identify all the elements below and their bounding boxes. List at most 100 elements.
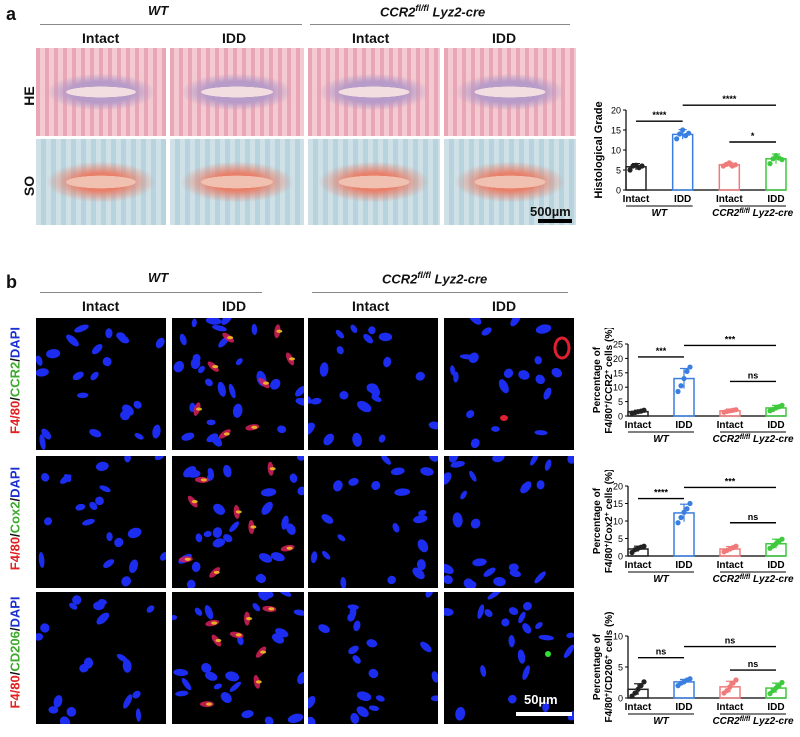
panel-b-scale-bar: [516, 712, 572, 716]
y-tick-label: 15: [613, 499, 623, 509]
y-tick-label: 15: [611, 126, 621, 136]
group-label-ccr2: CCR2fl/fl Lyz2-cre: [712, 434, 794, 446]
panel-a-group-wt: WT: [148, 3, 169, 18]
data-point: [724, 687, 730, 694]
group-label-ccr2: CCR2fl/fl Lyz2-cre: [712, 716, 794, 728]
panel-a-wt-divider: [40, 24, 302, 25]
significance-label-0: ns: [656, 647, 667, 657]
panel-b-ccr2-divider: [312, 292, 568, 293]
y-tick-label: 20: [613, 354, 623, 364]
so-ccr2-intact-image: [308, 139, 440, 225]
significance-label-1: ***: [725, 334, 736, 344]
histological-grade-chart: Histological Grade 0 5 10 15 20 Intact IDD Intac…: [593, 94, 794, 219]
data-point: [684, 368, 690, 374]
y-tick-label: 0: [618, 412, 623, 422]
stain-label-row-3: F4/80/CD206/DAPI: [7, 596, 23, 709]
y-axis-label-line1: Percentage of: [592, 633, 603, 700]
y-tick-label: 20: [613, 482, 623, 492]
y-tick-label: 0: [618, 694, 623, 704]
data-point: [677, 131, 683, 137]
data-point: [779, 679, 785, 686]
data-point: [680, 127, 686, 133]
panel-b-group-ccr2: CCR2fl/fl Lyz2-cre: [382, 270, 488, 287]
data-point: [678, 383, 684, 389]
category-label-3: IDD: [767, 702, 784, 713]
panel-b-cond-4: IDD: [492, 298, 517, 314]
panel-b-cond-1: Intact: [82, 298, 120, 314]
data-point: [779, 402, 785, 408]
significance-label-0: ****: [654, 488, 669, 498]
data-point: [732, 162, 738, 168]
data-point: [733, 677, 739, 683]
y-tick-label: 0: [618, 552, 623, 562]
y-tick-label: 10: [613, 383, 623, 393]
panel-b-label: b: [6, 272, 17, 292]
significance-label-0: ***: [656, 346, 667, 356]
significance-label-1: ns: [725, 636, 736, 646]
group-label-ccr2: CCR2fl/fl Lyz2-cre: [712, 574, 794, 586]
panel-a-cond-4: IDD: [492, 30, 517, 46]
y-axis-label-line2: F4/80+/CCR2+ cells (%): [604, 328, 616, 434]
fluor-ccr2-wt-intact-image: [36, 318, 166, 450]
data-point: [687, 676, 693, 682]
category-label-1: IDD: [675, 420, 692, 431]
data-point: [674, 136, 680, 142]
data-point: [779, 157, 785, 163]
category-label-3: IDD: [767, 560, 784, 571]
data-point: [675, 520, 681, 526]
he-ccr2-idd-image: [444, 48, 576, 136]
group-label-wt: WT: [653, 434, 669, 445]
he-ccr2-intact-image: [308, 48, 440, 136]
data-point: [632, 690, 638, 696]
y-tick-label: 10: [613, 632, 623, 642]
panel-b-cond-2: IDD: [222, 298, 247, 314]
panel-a-cond-2: IDD: [222, 30, 247, 46]
category-label-2: Intact: [717, 560, 744, 571]
panel-a-row-he: HE: [21, 86, 37, 106]
fluor-cox2-wt-intact-image: [36, 456, 166, 588]
data-point: [687, 364, 693, 370]
data-point: [686, 130, 692, 136]
fluor-cd206-ccr2-idd-image: [444, 592, 574, 724]
data-point: [641, 543, 647, 549]
y-axis-label-line2: F4/80+/Cox2+ cells (%): [604, 470, 616, 573]
category-label-3: IDD: [767, 194, 784, 205]
panel-a-group-ccr2: CCR2fl/fl Lyz2-cre: [380, 3, 486, 20]
y-tick-label: 25: [613, 340, 623, 350]
data-point: [733, 543, 739, 549]
category-label-2: Intact: [717, 420, 744, 431]
stain-label-row-2: F4/80/Cox2/DAPI: [7, 466, 23, 571]
panel-b-group-wt: WT: [148, 270, 169, 285]
fluor-ccr2-wt-idd-image: [172, 318, 304, 450]
significance-label-1: ****: [722, 94, 737, 104]
y-tick-label: 10: [613, 517, 623, 527]
panel-a-row-so: SO: [21, 175, 37, 197]
panel-a-scale-bar: [538, 219, 572, 223]
y-tick-label: 20: [611, 106, 621, 116]
fluor-cd206-wt-intact-image: [36, 592, 166, 724]
panel-a-label: a: [6, 4, 17, 24]
data-point: [641, 407, 647, 413]
panel-b-scale-text: 50µm: [524, 692, 558, 707]
fluor-cox2-ccr2-idd-image: [444, 456, 574, 588]
category-label-2: Intact: [716, 194, 743, 205]
y-tick-label: 15: [613, 368, 623, 378]
so-ccr2-idd-image: [444, 139, 576, 225]
panel-b-cond-3: Intact: [352, 298, 390, 314]
category-label-1: IDD: [675, 702, 692, 713]
y-axis-label: Histological Grade: [593, 101, 605, 198]
significance-label-1: ***: [725, 476, 736, 486]
significance-label-2: ns: [748, 512, 759, 522]
y-tick-label: 5: [618, 397, 623, 407]
fluor-cox2-ccr2-intact-image: [308, 456, 438, 588]
data-point: [678, 514, 684, 521]
data-point: [767, 161, 773, 167]
y-tick-label: 10: [611, 146, 621, 156]
panel-b-wt-divider: [40, 292, 262, 293]
so-wt-idd-image: [170, 139, 304, 225]
data-point: [733, 407, 739, 413]
data-point: [635, 686, 641, 692]
stain-label-row-1: F4/80/CCR2/DAPI: [7, 327, 23, 434]
y-axis-label-line1: Percentage of: [592, 346, 603, 413]
